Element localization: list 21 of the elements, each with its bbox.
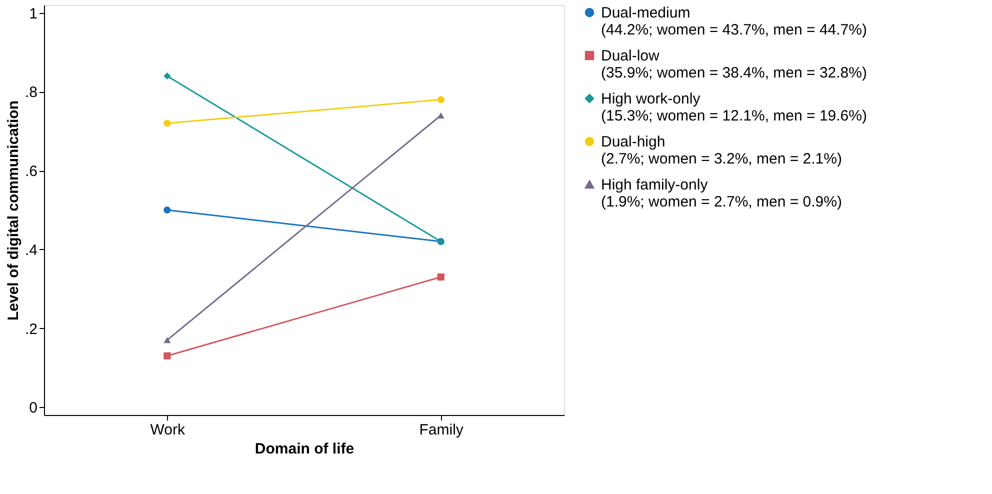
x-tick-label: Work [150, 422, 186, 438]
point [164, 72, 171, 80]
x-tick-label: Family [419, 422, 464, 438]
y-tick-label: .8 [24, 84, 38, 102]
y-tick-label: .2 [24, 320, 38, 338]
point [164, 206, 171, 214]
y-tick-label: .6 [24, 163, 38, 180]
point [164, 352, 171, 360]
legend-label: High work-only (15.3%; women = 12.1%, men = 19.6%) [601, 90, 867, 124]
y-tick-label: 0 [29, 400, 38, 417]
x-axis-title: Domain of life [254, 440, 354, 458]
y-tick-label: .4 [24, 242, 38, 259]
legend-label: Dual-high (2.7%; women = 3.2%, men = 2.1%) [601, 134, 842, 168]
legend-label: Dual-medium (44.2%; women = 43.7%, men = 44.7%) [601, 4, 867, 38]
legend-label: Dual-low (35.9%; women = 38.4%, men = 32.8%) [601, 48, 867, 82]
y-tick-label: 1 [29, 5, 38, 22]
legend-label: High family-only (1.9%; women = 2.7%, men = 0.9%) [601, 176, 842, 210]
point [437, 96, 444, 104]
y-axis-title: Level of digital communication [4, 100, 22, 321]
point [164, 120, 171, 127]
point [437, 273, 444, 281]
